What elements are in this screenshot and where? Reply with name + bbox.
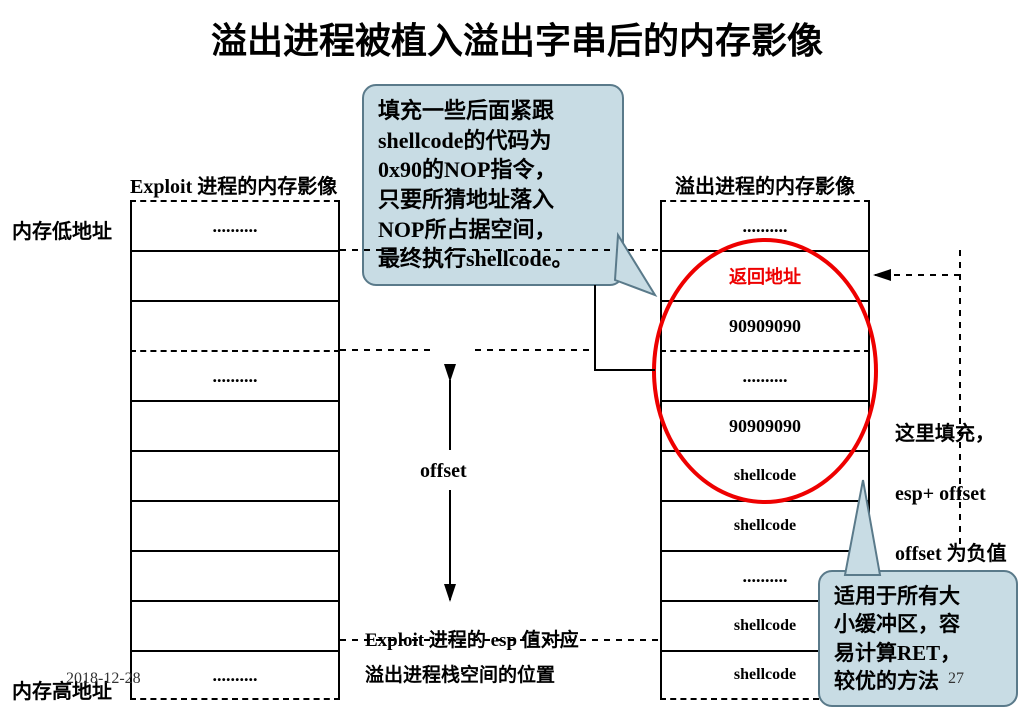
right-col-header: 溢出进程的内存影像 [660, 170, 870, 199]
side-note-3: offset 为负值 [895, 540, 1007, 568]
left-cell: .......... [130, 200, 340, 250]
left-memory-column: .......... .......... .......... [130, 200, 340, 700]
esp-note-1: Exploit 进程的 esp 值对应 [365, 625, 579, 652]
callout-nop: 填充一些后面紧跟 shellcode的代码为 0x90的NOP指令， 只要所猜地… [362, 84, 624, 286]
callout-line: 0x90的NOP指令， [378, 157, 556, 182]
left-cell [130, 500, 340, 550]
esp-note-2: 溢出进程栈空间的位置 [365, 660, 555, 687]
left-cell [130, 250, 340, 300]
page-title: 溢出进程被植入溢出字串后的内存影像 [0, 0, 1034, 64]
left-cell: .......... [130, 650, 340, 700]
left-cell [130, 550, 340, 600]
callout-method: 适用于所有大 小缓冲区，容 易计算RET， 较优的方法 [818, 570, 1018, 707]
callout-line: NOP所占据空间， [378, 217, 556, 242]
left-cell [130, 400, 340, 450]
callout-line: 填充一些后面紧跟 [378, 98, 554, 123]
left-cell [130, 450, 340, 500]
highlight-ellipse [652, 238, 878, 504]
callout-line: shellcode的代码为 [378, 128, 552, 153]
left-cell [130, 300, 340, 350]
right-cell: shellcode [660, 500, 870, 550]
footer-date: 2018-12-28 [66, 670, 141, 688]
callout-line: 小缓冲区，容 [834, 612, 960, 636]
left-cell [130, 600, 340, 650]
footer-page: 27 [948, 670, 964, 688]
offset-label: offset [420, 460, 467, 483]
callout-line: 只要所猜地址落入 [378, 187, 554, 212]
callout-line: 易计算RET， [834, 641, 961, 665]
left-col-header: Exploit 进程的内存影像 [130, 170, 380, 199]
left-cell: .......... [130, 350, 340, 400]
callout-line: 最终执行shellcode。 [378, 246, 574, 271]
side-note-2: esp+ offset [895, 480, 986, 508]
label-low-mem: 内存低地址 [12, 215, 112, 244]
callout-line: 适用于所有大 [834, 584, 960, 608]
side-note-1: 这里填充， [895, 420, 995, 448]
callout-line: 较优的方法 [834, 669, 939, 693]
